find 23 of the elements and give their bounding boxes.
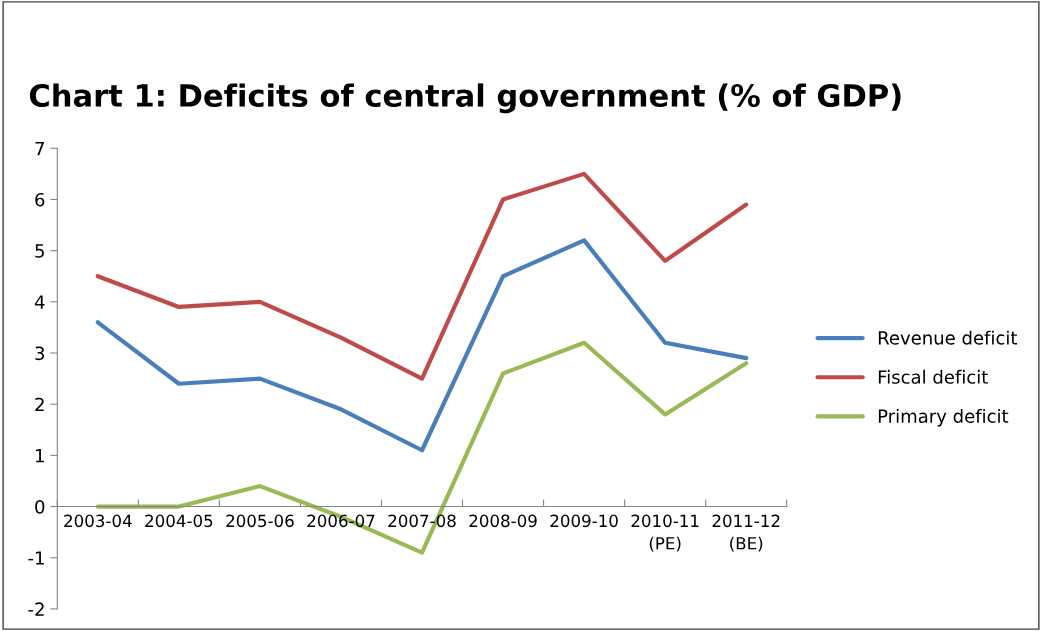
y-tick-label: 6	[35, 192, 45, 207]
line-series	[95, 171, 749, 381]
line-series	[95, 238, 749, 453]
y-tick-label: 1	[36, 449, 44, 463]
legend-label: Primary deficit	[878, 409, 1009, 427]
y-tick-label: 2	[35, 397, 44, 412]
x-tick-label: 2009-10	[550, 514, 618, 528]
x-tick-label: 2008-09	[469, 514, 537, 528]
y-tick-label: 0	[35, 500, 45, 514]
x-tick-label: 2010-11 (PE)	[631, 514, 699, 552]
legend-label: Fiscal deficit	[878, 369, 988, 384]
y-tick-label: -2	[28, 602, 44, 616]
x-tick-label: 2005-06	[226, 514, 294, 528]
y-tick-label: -1	[28, 551, 44, 565]
x-tick-label: 2004-05	[145, 514, 213, 528]
x-tick-label: 2003-04	[64, 514, 132, 528]
y-tick-label: 3	[35, 346, 45, 361]
x-tick-label: 2011-12 (BE)	[712, 514, 780, 552]
y-tick-label: 5	[35, 244, 44, 258]
legend-label: Revenue deficit	[878, 330, 1018, 345]
y-tick-label: 4	[34, 295, 45, 309]
chart-title: Chart 1: Deficits of central government (% of GDP)	[29, 83, 901, 114]
y-tick-label: 7	[35, 141, 44, 156]
